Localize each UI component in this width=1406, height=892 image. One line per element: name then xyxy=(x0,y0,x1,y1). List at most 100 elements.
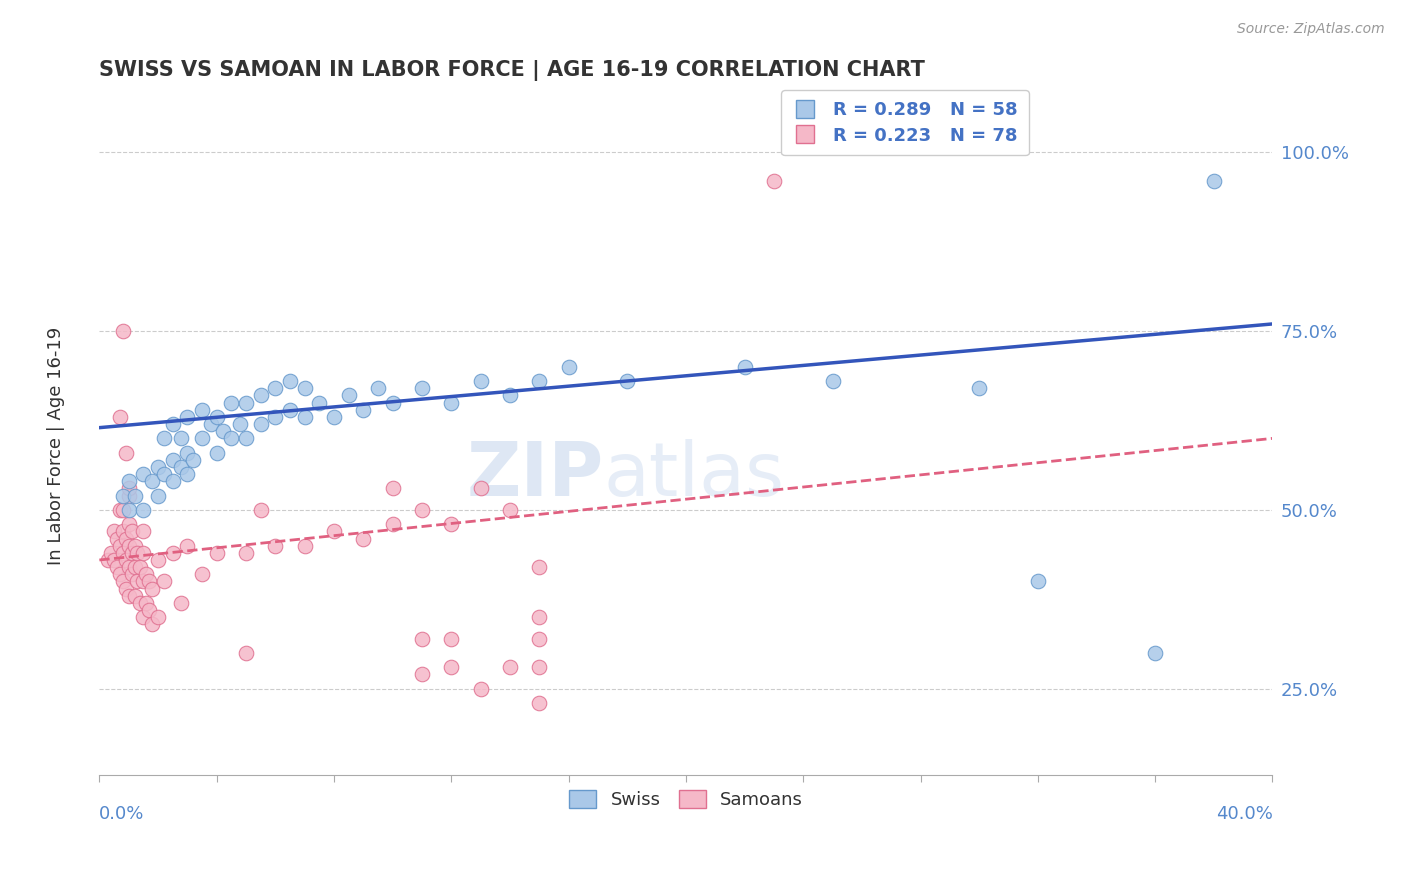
Text: SWISS VS SAMOAN IN LABOR FORCE | AGE 16-19 CORRELATION CHART: SWISS VS SAMOAN IN LABOR FORCE | AGE 16-… xyxy=(100,60,925,80)
Point xyxy=(114,532,136,546)
Point xyxy=(205,446,228,460)
Point xyxy=(153,467,176,482)
Point xyxy=(162,417,184,431)
Point xyxy=(181,453,204,467)
Point xyxy=(470,681,492,696)
Point xyxy=(411,632,433,646)
Point xyxy=(132,467,155,482)
Point xyxy=(221,431,243,445)
Point xyxy=(762,174,785,188)
Point xyxy=(111,546,134,560)
Point xyxy=(381,517,404,532)
Point xyxy=(127,574,149,589)
Point xyxy=(278,402,301,417)
Point xyxy=(323,524,346,539)
Text: Source: ZipAtlas.com: Source: ZipAtlas.com xyxy=(1237,22,1385,37)
Point xyxy=(176,409,198,424)
Point xyxy=(135,596,157,610)
Point xyxy=(114,553,136,567)
Point xyxy=(111,324,134,338)
Point xyxy=(138,574,160,589)
Point xyxy=(529,696,551,710)
Point xyxy=(308,395,330,409)
Point xyxy=(170,596,193,610)
Point xyxy=(111,574,134,589)
Point xyxy=(132,524,155,539)
Point xyxy=(191,567,214,582)
Point xyxy=(278,374,301,388)
Point xyxy=(352,532,374,546)
Point xyxy=(1026,574,1049,589)
Point xyxy=(141,582,163,596)
Point xyxy=(235,646,257,660)
Point xyxy=(121,567,143,582)
Point xyxy=(162,453,184,467)
Point xyxy=(103,524,125,539)
Point xyxy=(114,582,136,596)
Point xyxy=(440,395,463,409)
Text: In Labor Force | Age 16-19: In Labor Force | Age 16-19 xyxy=(48,326,65,566)
Point xyxy=(146,460,169,475)
Point xyxy=(124,560,146,574)
Point xyxy=(176,446,198,460)
Point xyxy=(132,574,155,589)
Point xyxy=(118,482,141,496)
Point xyxy=(170,431,193,445)
Point xyxy=(118,589,141,603)
Point xyxy=(367,381,389,395)
Text: atlas: atlas xyxy=(603,439,785,512)
Point xyxy=(529,660,551,674)
Point xyxy=(821,374,844,388)
Point xyxy=(616,374,638,388)
Point xyxy=(294,539,316,553)
Point xyxy=(105,560,128,574)
Point xyxy=(499,660,522,674)
Point xyxy=(100,546,122,560)
Point xyxy=(200,417,222,431)
Point xyxy=(235,395,257,409)
Point xyxy=(337,388,360,402)
Point xyxy=(499,388,522,402)
Point xyxy=(111,524,134,539)
Point xyxy=(440,517,463,532)
Point xyxy=(162,475,184,489)
Point xyxy=(249,503,271,517)
Point xyxy=(132,546,155,560)
Point xyxy=(103,553,125,567)
Point xyxy=(118,489,141,503)
Point xyxy=(381,395,404,409)
Point xyxy=(170,460,193,475)
Point xyxy=(124,539,146,553)
Point xyxy=(294,381,316,395)
Point xyxy=(114,446,136,460)
Point xyxy=(127,546,149,560)
Point xyxy=(135,567,157,582)
Point xyxy=(118,517,141,532)
Point xyxy=(191,431,214,445)
Point xyxy=(235,431,257,445)
Point xyxy=(108,539,131,553)
Point xyxy=(108,567,131,582)
Point xyxy=(191,402,214,417)
Point xyxy=(264,539,287,553)
Text: ZIP: ZIP xyxy=(467,439,603,512)
Point xyxy=(557,359,579,374)
Point xyxy=(229,417,252,431)
Point xyxy=(121,546,143,560)
Point xyxy=(381,482,404,496)
Point xyxy=(132,610,155,624)
Point xyxy=(129,596,152,610)
Legend: Swiss, Samoans: Swiss, Samoans xyxy=(562,782,810,816)
Point xyxy=(205,409,228,424)
Point xyxy=(138,603,160,617)
Point xyxy=(146,610,169,624)
Text: 0.0%: 0.0% xyxy=(100,805,145,823)
Point xyxy=(121,524,143,539)
Point xyxy=(146,553,169,567)
Point xyxy=(470,482,492,496)
Point xyxy=(176,467,198,482)
Point xyxy=(352,402,374,417)
Point xyxy=(108,503,131,517)
Point xyxy=(264,409,287,424)
Point xyxy=(211,424,233,438)
